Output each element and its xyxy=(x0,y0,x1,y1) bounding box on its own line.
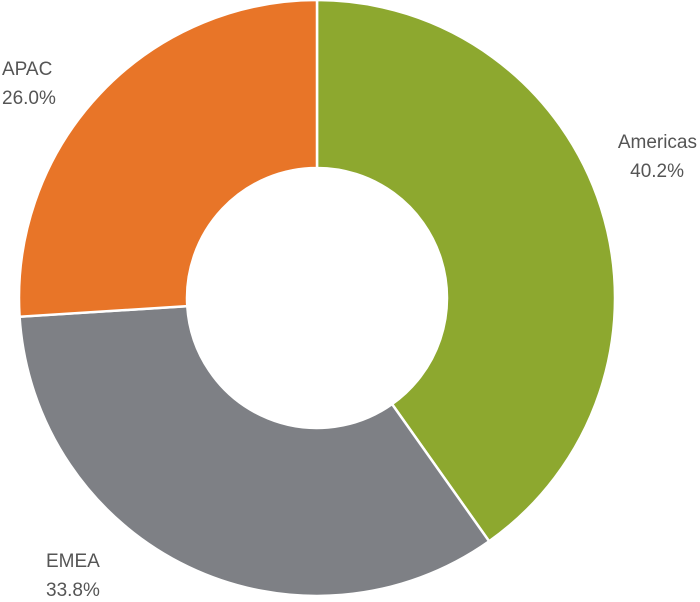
label-name-emea: EMEA xyxy=(46,551,100,572)
donut-slices xyxy=(17,0,617,598)
label-value-americas: 40.2% xyxy=(630,161,684,182)
label-name-americas: Americas xyxy=(618,132,697,153)
slice-emea xyxy=(18,304,491,598)
label-value-emea: 33.8% xyxy=(46,580,100,601)
label-value-apac: 26.0% xyxy=(2,88,56,109)
slice-apac xyxy=(17,0,319,319)
slice-americas xyxy=(315,0,617,544)
label-name-apac: APAC xyxy=(2,59,52,80)
donut-labels: Americas 40.2% EMEA 33.8% APAC 26.0% xyxy=(2,59,697,601)
